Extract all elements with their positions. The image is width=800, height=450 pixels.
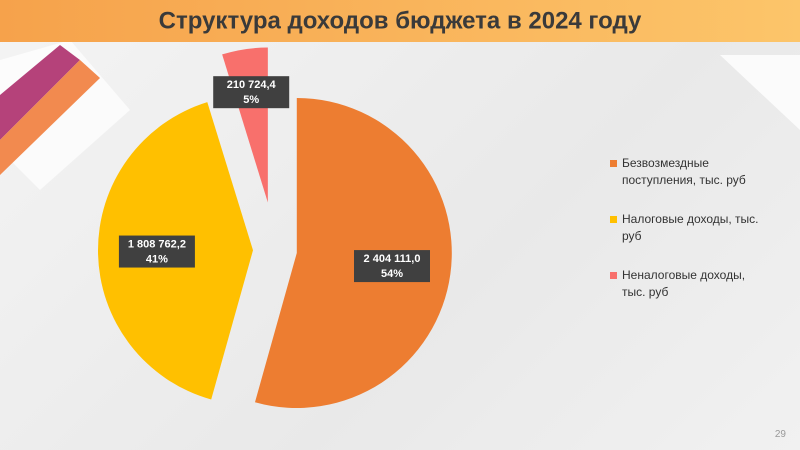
legend: Безвозмездные поступления, тыс. руб Налог… [610, 155, 770, 323]
legend-label: Безвозмездные поступления, тыс. руб [622, 156, 746, 187]
legend-swatch [610, 272, 617, 279]
pie-slice [254, 97, 452, 408]
page-number: 29 [774, 429, 786, 440]
legend-swatch [610, 216, 617, 223]
data-label-value: 210 724,4 [227, 79, 277, 91]
legend-label: Налоговые доходы, тыс. руб [622, 212, 759, 243]
chart-title: Структура доходов бюджета в 2024 году [159, 7, 642, 34]
data-label-value: 2 404 111,0 [364, 253, 421, 265]
decoration [0, 40, 800, 190]
data-label-box [354, 250, 431, 283]
title-bar [0, 0, 800, 42]
legend-item: Налоговые доходы, тыс. руб [610, 211, 770, 245]
data-label-percent: 41% [146, 253, 168, 265]
data-label-value: 1 808 762,2 [128, 238, 186, 250]
legend-item: Безвозмездные поступления, тыс. руб [610, 155, 770, 189]
pie: 2 404 111,0 54% 1 808 762,2 41% 210 724,4 5% [98, 47, 452, 408]
data-label-box [213, 76, 290, 109]
legend-swatch [610, 160, 617, 167]
data-label-percent: 54% [381, 268, 403, 280]
legend-label: Неналоговые доходы, тыс. руб [622, 268, 746, 299]
data-label-percent: 5% [243, 94, 259, 106]
legend-item: Неналоговые доходы, тыс. руб [610, 267, 770, 301]
data-label-box [118, 235, 195, 268]
